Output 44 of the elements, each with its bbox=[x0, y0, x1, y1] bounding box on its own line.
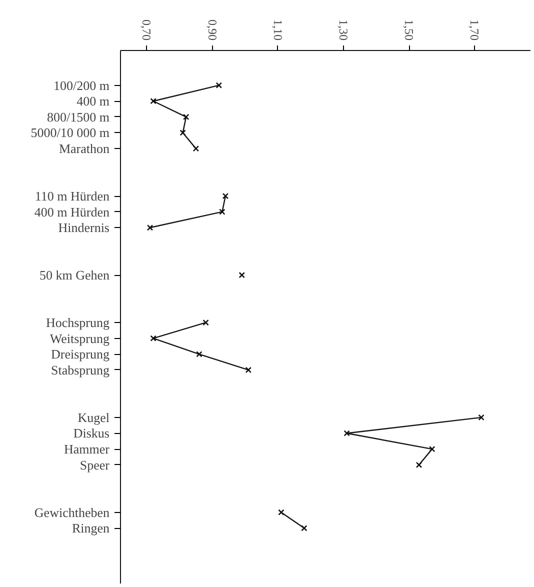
point bbox=[238, 272, 245, 278]
y-tick-label: Stabsprung bbox=[51, 362, 110, 378]
y-tick-label: Ringen bbox=[72, 520, 110, 536]
y-tick-label: 100/200 m bbox=[54, 78, 110, 93]
y-tick-label: Kugel bbox=[78, 410, 110, 425]
point bbox=[182, 114, 190, 120]
x-tick-label: 1,10 bbox=[270, 20, 285, 40]
point bbox=[344, 430, 350, 436]
point bbox=[428, 446, 436, 452]
x-tick-label: 1,30 bbox=[336, 20, 351, 40]
y-tick-label: Hochsprung bbox=[46, 315, 110, 330]
point bbox=[301, 525, 308, 532]
point bbox=[416, 462, 422, 468]
y-tick-label: 110 m Hürden bbox=[34, 188, 110, 204]
y-tick-label: 50 km Gehen bbox=[39, 268, 110, 283]
point bbox=[146, 224, 154, 231]
x-tick-label: 0,70 bbox=[140, 20, 154, 40]
point bbox=[216, 82, 222, 88]
point bbox=[196, 351, 202, 358]
y-tick-label: Marathon bbox=[58, 141, 110, 156]
y-tick-label: 400 m bbox=[76, 94, 110, 109]
y-tick-label: Weitsprung bbox=[50, 330, 110, 346]
point bbox=[192, 145, 200, 152]
y-tick-label: 400 m Hürden bbox=[34, 204, 110, 220]
y-tick-label: 800/1500 m bbox=[47, 109, 110, 124]
point bbox=[219, 208, 226, 215]
y-tick-label: Dreisprung bbox=[51, 346, 110, 362]
y-tick-label: Diskus bbox=[73, 426, 110, 441]
point bbox=[222, 192, 229, 200]
point bbox=[202, 319, 209, 326]
y-tick-label: Hindernis bbox=[58, 220, 110, 236]
y-tick-label: 5000/10 000 m bbox=[30, 125, 110, 140]
x-tick-label: 0,90 bbox=[205, 20, 220, 40]
point bbox=[245, 366, 252, 374]
point bbox=[478, 414, 484, 421]
point bbox=[278, 509, 284, 516]
point bbox=[150, 98, 156, 104]
point bbox=[150, 335, 156, 342]
y-tick-label: Speer bbox=[80, 457, 110, 472]
point bbox=[180, 130, 186, 136]
y-tick-label: Hammer bbox=[64, 442, 110, 457]
x-tick-label: 1,50 bbox=[402, 20, 416, 40]
x-tick-label: 1,70 bbox=[468, 20, 482, 40]
y-tick-label: Gewichtheben bbox=[34, 504, 110, 520]
